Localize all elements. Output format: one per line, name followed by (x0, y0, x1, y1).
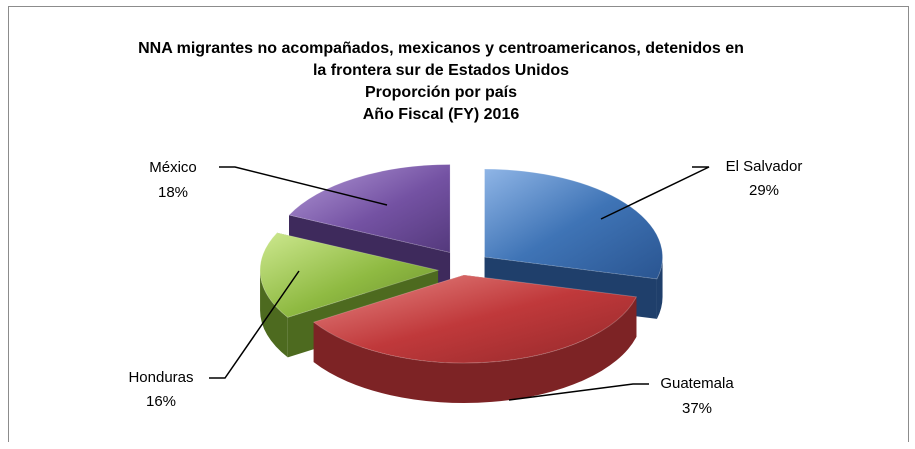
chart-title-line-1: NNA migrantes no acompañados, mexicanos … (138, 40, 744, 57)
leader-lines (209, 166, 710, 401)
leader-line-mexico (219, 166, 388, 206)
slice-el-salvador (484, 168, 663, 280)
slice-side-guatemala (313, 296, 637, 403)
leader-line-honduras (209, 270, 300, 379)
chart-title-line-4: Año Fiscal (FY) 2016 (363, 106, 520, 123)
label-mexico-percent: 18% (158, 184, 188, 201)
label-el-salvador-name: El Salvador (726, 158, 803, 175)
label-mexico-name: México (149, 159, 197, 176)
slice-guatemala (312, 274, 638, 364)
slice-side-honduras (260, 270, 288, 358)
slice-side-el-salvador (656, 257, 663, 319)
leader-line-el-salvador (600, 166, 710, 220)
chart-title-line-3: Proporción por país (365, 84, 517, 101)
label-honduras-name: Honduras (128, 369, 193, 386)
label-guatemala-name: Guatemala (660, 375, 734, 392)
chart-title-line-2: la frontera sur de Estados Unidos (313, 62, 569, 79)
slice-honduras (259, 232, 440, 318)
pie-slices (259, 164, 663, 403)
label-honduras-percent: 16% (146, 393, 176, 410)
chart-frame: NNA migrantes no acompañados, mexicanos … (8, 6, 909, 442)
leader-line-guatemala (508, 383, 649, 401)
label-el-salvador-percent: 29% (749, 182, 779, 199)
pie-chart: NNA migrantes no acompañados, mexicanos … (128, 40, 803, 417)
slice-mexico (288, 164, 451, 254)
label-guatemala-percent: 37% (682, 400, 712, 417)
